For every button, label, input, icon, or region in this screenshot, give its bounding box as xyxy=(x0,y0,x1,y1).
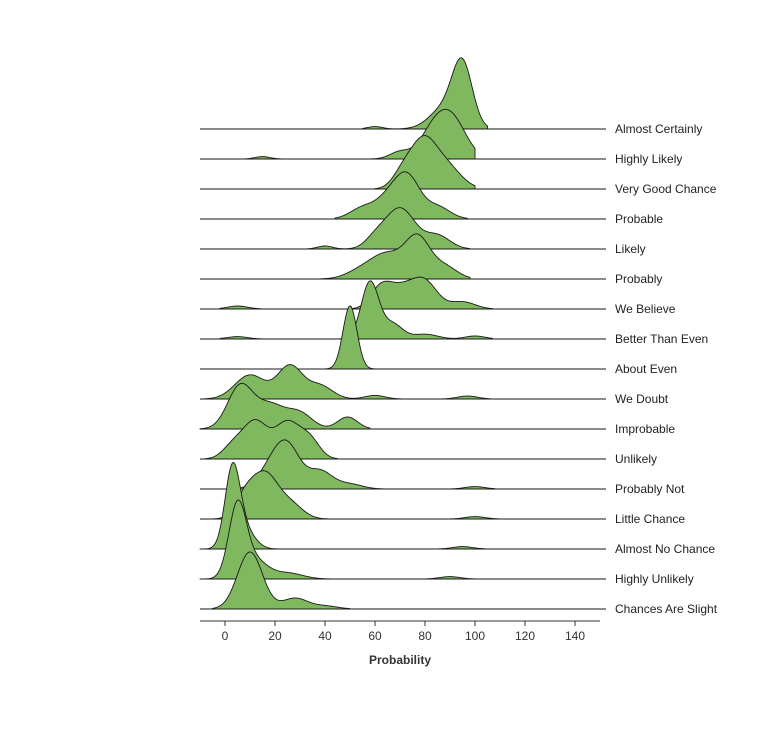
row-label: We Doubt xyxy=(615,392,669,406)
x-tick-label: 120 xyxy=(515,629,535,643)
row-label: Probable xyxy=(615,212,663,226)
ridge-row xyxy=(200,364,606,400)
ridge-row xyxy=(200,276,606,310)
row-label: We Believe xyxy=(615,302,676,316)
row-label: Probably Not xyxy=(615,482,685,496)
ridge-area xyxy=(362,57,488,130)
ridge-row xyxy=(200,57,606,130)
ridge-area xyxy=(219,276,493,310)
row-label: Almost No Chance xyxy=(615,542,715,556)
x-axis-title: Probability xyxy=(369,653,431,667)
ridge-row xyxy=(199,499,606,580)
ridge-area xyxy=(319,233,471,280)
x-tick-label: 60 xyxy=(368,629,382,643)
row-label: About Even xyxy=(615,362,677,376)
row-label: Unlikely xyxy=(615,452,657,466)
ridge-area xyxy=(212,551,351,610)
ridge-row xyxy=(200,305,606,370)
x-tick-label: 20 xyxy=(268,629,282,643)
ridge-area xyxy=(324,305,376,370)
row-label: Very Good Chance xyxy=(615,182,717,196)
ridge-area xyxy=(204,364,491,400)
x-tick-label: 0 xyxy=(222,629,229,643)
row-label: Improbable xyxy=(615,422,675,436)
ridge-row xyxy=(200,207,606,250)
row-label: Little Chance xyxy=(615,512,685,526)
row-label: Almost Certainly xyxy=(615,122,702,136)
ridge-row xyxy=(200,419,606,460)
ridge-row xyxy=(200,470,606,520)
ridge-row xyxy=(200,551,606,610)
row-labels-group: Almost Certainly Highly Likely Very Good C… xyxy=(615,122,718,616)
x-tick-label: 100 xyxy=(465,629,485,643)
ridge-area xyxy=(237,439,496,490)
ridge-area xyxy=(204,470,501,520)
ridge-area xyxy=(204,419,338,460)
row-label: Chances Are Slight xyxy=(615,602,718,616)
x-axis: 0 20 40 60 80 100 120 140 xyxy=(200,620,600,643)
x-tick-label: 40 xyxy=(318,629,332,643)
row-label: Highly Likely xyxy=(615,152,682,166)
x-tick-label: 140 xyxy=(565,629,585,643)
row-label: Highly Unlikely xyxy=(615,572,694,586)
ridge-area xyxy=(304,207,471,250)
x-tick-label: 80 xyxy=(418,629,432,643)
row-label: Probably xyxy=(615,272,662,286)
ridge-area xyxy=(334,171,468,220)
row-label: Better Than Even xyxy=(615,332,708,346)
ridge-row xyxy=(200,108,606,160)
ridge-area xyxy=(199,499,488,580)
row-label: Likely xyxy=(615,242,646,256)
ridge-row xyxy=(200,233,606,280)
ridges-group xyxy=(199,57,606,610)
ridge-area xyxy=(199,382,371,430)
